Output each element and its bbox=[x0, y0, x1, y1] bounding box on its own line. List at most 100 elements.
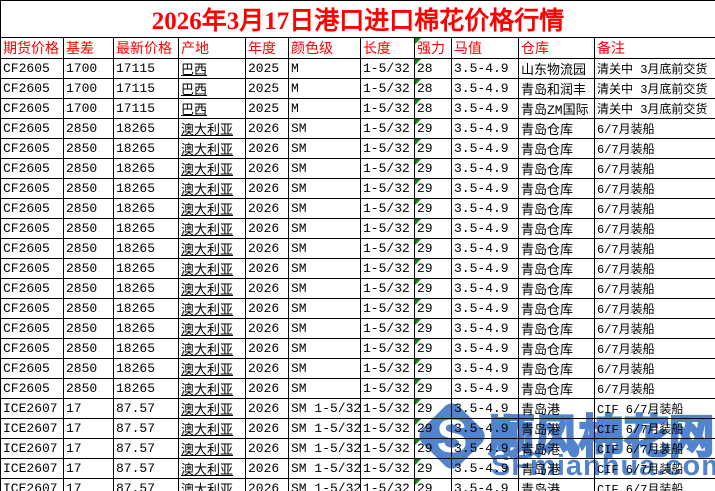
cell-length: 1-5/32 bbox=[360, 398, 415, 419]
cell-futures-contract: ICE2607 bbox=[0, 418, 64, 439]
header-cell-futures-contract: 期货价格 bbox=[0, 37, 64, 59]
cell-latest-price: 18265 bbox=[113, 138, 179, 159]
cell-futures-contract: CF2605 bbox=[0, 118, 64, 139]
cell-basis: 1700 bbox=[63, 58, 114, 79]
table-row: CF2605 2850 18265 澳大利亚 2026 SM 1-5/32 29 3.5-4.9… bbox=[0, 258, 715, 279]
table-row: CF2605 2850 18265 澳大利亚 2026 SM 1-5/32 29 3.5-4.9… bbox=[0, 338, 715, 359]
header-cell-color-grade: 颜色级 bbox=[288, 37, 361, 59]
cell-latest-price: 87.57 bbox=[113, 398, 179, 419]
cell-origin: 澳大利亚 bbox=[178, 178, 246, 199]
cell-year: 2026 bbox=[245, 118, 289, 139]
cell-note: 6/7月装船 bbox=[593, 118, 715, 139]
table-row: ICE2607 17 87.57 澳大利亚 2026 SM 1-5/32 1-5/32 29 3… bbox=[0, 458, 715, 479]
cell-note: 6/7月装船 bbox=[593, 138, 715, 159]
table-row: CF2605 2850 18265 澳大利亚 2026 SM 1-5/32 29 3.5-4.9… bbox=[0, 378, 715, 399]
cell-year: 2026 bbox=[245, 358, 289, 379]
cell-warehouse: 青岛港 bbox=[518, 438, 595, 459]
cell-length: 1-5/32 bbox=[360, 458, 415, 479]
table-row: CF2605 1700 17115 巴西 2025 M 1-5/32 28 3.5-4.9 山东物… bbox=[0, 58, 715, 79]
header-cell-origin: 产地 bbox=[178, 37, 246, 59]
cell-origin: 巴西 bbox=[178, 98, 246, 119]
cell-micronaire: 3.5-4.9 bbox=[451, 258, 519, 279]
cell-basis: 2850 bbox=[63, 198, 114, 219]
cell-origin: 澳大利亚 bbox=[178, 358, 246, 379]
cell-color-grade: M bbox=[288, 58, 361, 79]
cell-futures-contract: ICE2607 bbox=[0, 478, 64, 491]
cell-strength: 29 bbox=[414, 378, 452, 399]
cell-warehouse: 青岛仓库 bbox=[518, 338, 595, 359]
table-row: CF2605 1700 17115 巴西 2025 M 1-5/32 28 3.5-4.9 青岛和… bbox=[0, 78, 715, 99]
table-row: CF2605 2850 18265 澳大利亚 2026 SM 1-5/32 29 3.5-4.9… bbox=[0, 118, 715, 139]
page-title: 2026年3月17日港口进口棉花价格行情 bbox=[0, 0, 715, 38]
cell-futures-contract: CF2605 bbox=[0, 318, 64, 339]
cell-warehouse: 青岛仓库 bbox=[518, 378, 595, 399]
cell-note: 6/7月装船 bbox=[593, 218, 715, 239]
cell-color-grade: M bbox=[288, 78, 361, 99]
cell-year: 2026 bbox=[245, 338, 289, 359]
cell-note: 6/7月装船 bbox=[593, 358, 715, 379]
cell-basis: 17 bbox=[63, 478, 114, 491]
cell-micronaire: 3.5-4.9 bbox=[451, 58, 519, 79]
cell-origin: 澳大利亚 bbox=[178, 198, 246, 219]
cell-length: 1-5/32 bbox=[360, 278, 415, 299]
cell-color-grade: SM 1-5/32 bbox=[288, 438, 361, 459]
cell-origin: 澳大利亚 bbox=[178, 478, 246, 491]
cell-micronaire: 3.5-4.9 bbox=[451, 298, 519, 319]
cell-length: 1-5/32 bbox=[360, 338, 415, 359]
cell-futures-contract: CF2605 bbox=[0, 278, 64, 299]
cell-color-grade: SM bbox=[288, 218, 361, 239]
cell-futures-contract: CF2605 bbox=[0, 298, 64, 319]
cell-basis: 2850 bbox=[63, 218, 114, 239]
cell-basis: 1700 bbox=[63, 98, 114, 119]
cell-color-grade: SM bbox=[288, 138, 361, 159]
cell-basis: 1700 bbox=[63, 78, 114, 99]
cell-futures-contract: CF2605 bbox=[0, 378, 64, 399]
cell-year: 2026 bbox=[245, 258, 289, 279]
cell-strength: 28 bbox=[414, 58, 452, 79]
cell-length: 1-5/32 bbox=[360, 298, 415, 319]
cell-year: 2026 bbox=[245, 298, 289, 319]
cell-latest-price: 87.57 bbox=[113, 478, 179, 491]
cell-latest-price: 18265 bbox=[113, 258, 179, 279]
cell-color-grade: SM 1-5/32 bbox=[288, 398, 361, 419]
cell-latest-price: 18265 bbox=[113, 238, 179, 259]
cell-micronaire: 3.5-4.9 bbox=[451, 458, 519, 479]
cell-year: 2026 bbox=[245, 398, 289, 419]
cell-warehouse: 青岛仓库 bbox=[518, 318, 595, 339]
cell-futures-contract: CF2605 bbox=[0, 98, 64, 119]
cell-warehouse: 青岛仓库 bbox=[518, 198, 595, 219]
cell-basis: 2850 bbox=[63, 258, 114, 279]
cell-year: 2026 bbox=[245, 418, 289, 439]
cell-warehouse: 青岛仓库 bbox=[518, 258, 595, 279]
cell-year: 2026 bbox=[245, 318, 289, 339]
table-row: CF2605 2850 18265 澳大利亚 2026 SM 1-5/32 29 3.5-4.9… bbox=[0, 138, 715, 159]
cell-warehouse: 青岛仓库 bbox=[518, 298, 595, 319]
cell-micronaire: 3.5-4.9 bbox=[451, 158, 519, 179]
cell-warehouse: 青岛港 bbox=[518, 478, 595, 491]
cell-color-grade: SM bbox=[288, 278, 361, 299]
cell-futures-contract: CF2605 bbox=[0, 138, 64, 159]
cell-latest-price: 18265 bbox=[113, 218, 179, 239]
cell-warehouse: 青岛仓库 bbox=[518, 278, 595, 299]
cell-futures-contract: CF2605 bbox=[0, 338, 64, 359]
cell-latest-price: 18265 bbox=[113, 318, 179, 339]
cell-strength: 29 bbox=[414, 418, 452, 439]
cell-note: 6/7月装船 bbox=[593, 298, 715, 319]
cell-warehouse: 青岛港 bbox=[518, 458, 595, 479]
cell-length: 1-5/32 bbox=[360, 118, 415, 139]
table-row: CF2605 1700 17115 巴西 2025 M 1-5/32 28 3.5-4.9 青岛Z… bbox=[0, 98, 715, 119]
cell-futures-contract: CF2605 bbox=[0, 158, 64, 179]
cell-basis: 17 bbox=[63, 438, 114, 459]
cell-length: 1-5/32 bbox=[360, 58, 415, 79]
cell-micronaire: 3.5-4.9 bbox=[451, 338, 519, 359]
cell-warehouse: 青岛和润丰 bbox=[518, 78, 595, 99]
cell-year: 2025 bbox=[245, 98, 289, 119]
cell-basis: 17 bbox=[63, 398, 114, 419]
cell-year: 2026 bbox=[245, 478, 289, 491]
cell-basis: 2850 bbox=[63, 298, 114, 319]
cell-origin: 澳大利亚 bbox=[178, 458, 246, 479]
cell-origin: 澳大利亚 bbox=[178, 338, 246, 359]
cell-year: 2026 bbox=[245, 238, 289, 259]
